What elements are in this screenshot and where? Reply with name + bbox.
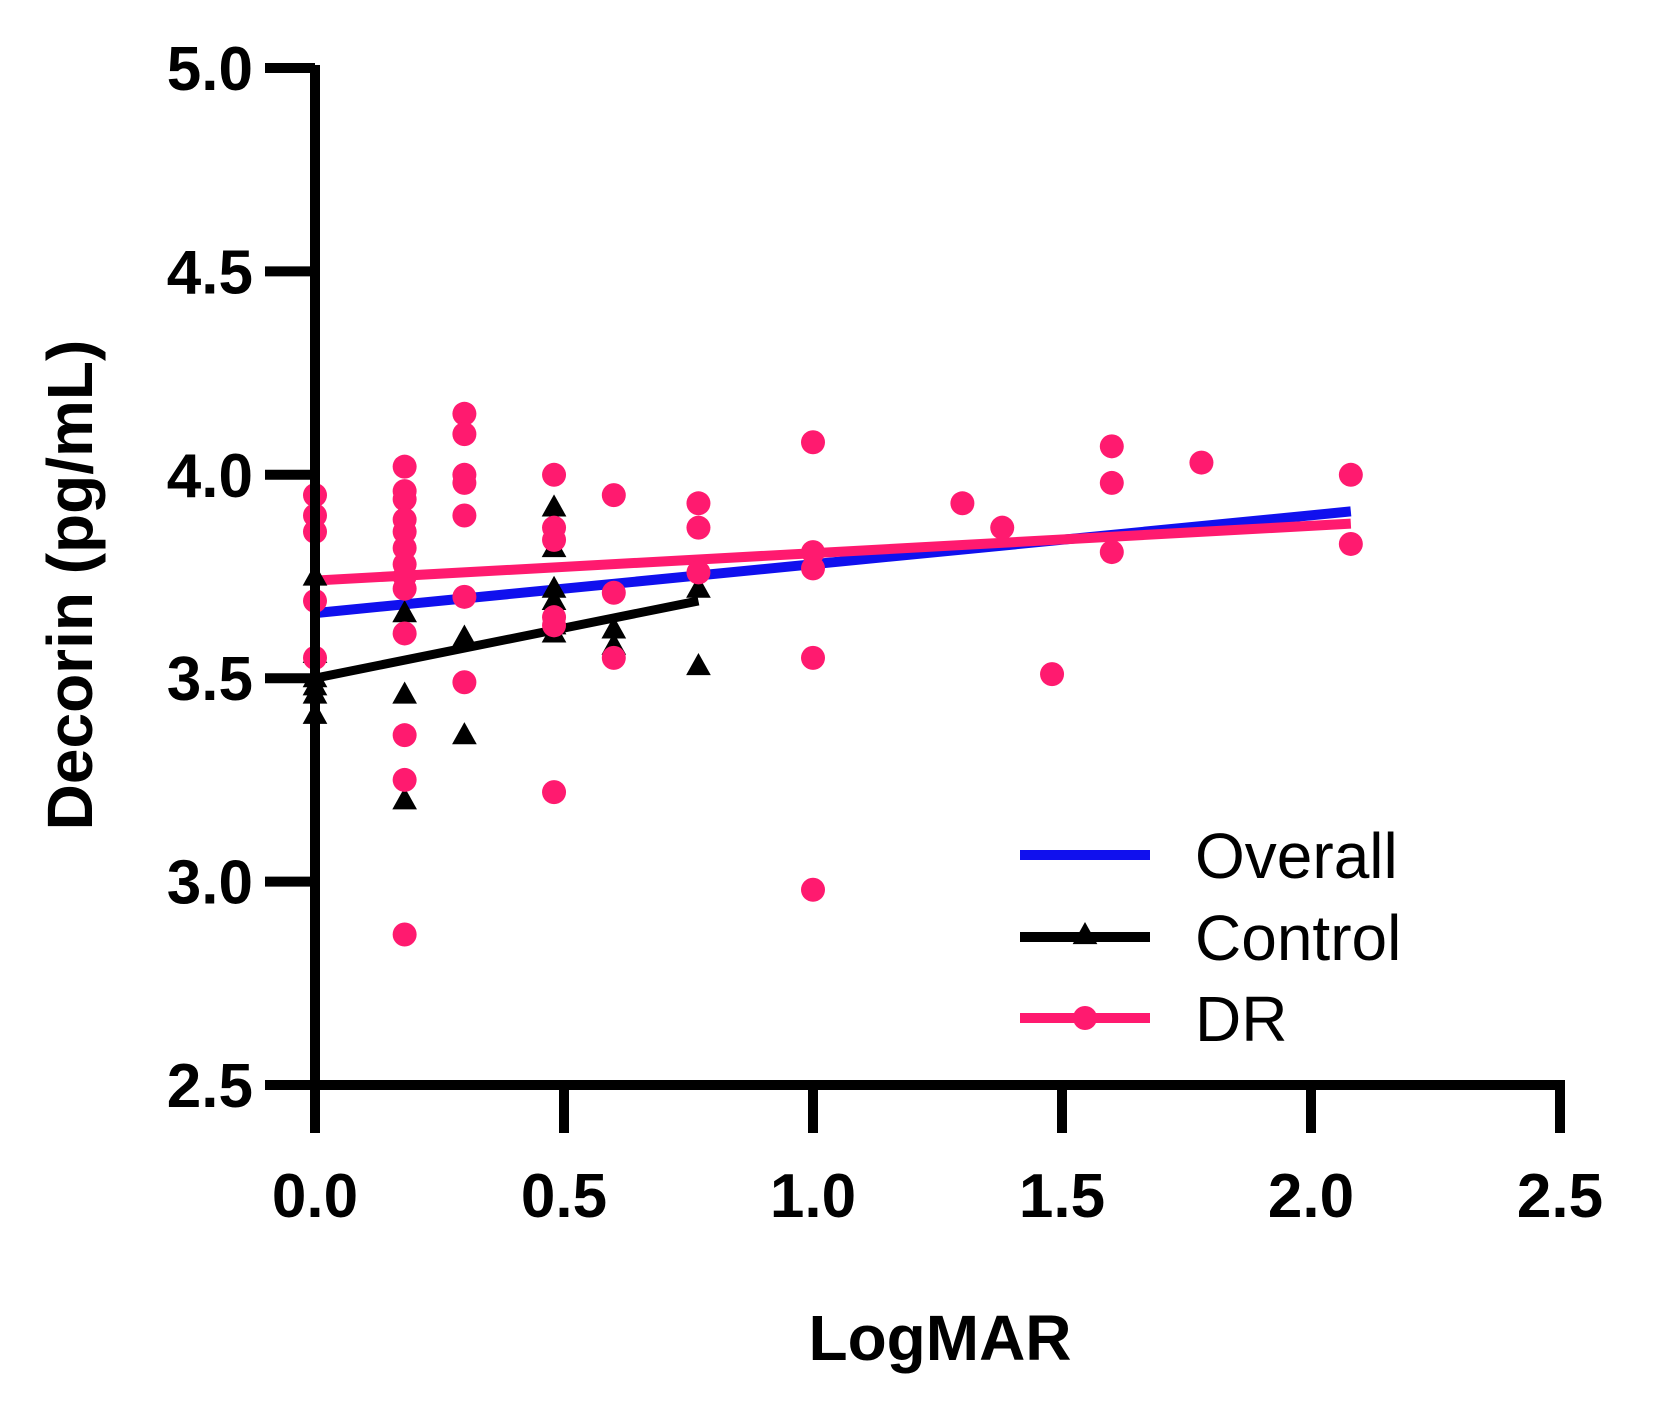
x-tick-label: 0.5 [521, 1162, 607, 1231]
point-control [392, 681, 417, 704]
y-tick-label: 2.5 [167, 1052, 253, 1121]
legend-marker-dr [1073, 1006, 1097, 1030]
legend-label-overall: Overall [1195, 820, 1398, 892]
point-dr [950, 491, 975, 516]
point-dr [990, 515, 1015, 540]
point-dr [392, 922, 417, 947]
point-dr [801, 877, 825, 902]
point-dr [1099, 540, 1124, 565]
point-control [392, 787, 417, 810]
point-control [601, 616, 627, 639]
point-dr [1189, 450, 1214, 475]
point-dr [452, 422, 477, 447]
point-dr [686, 491, 711, 516]
point-dr [452, 670, 477, 695]
point-control [392, 600, 417, 623]
point-dr [392, 621, 417, 646]
legend-label-dr: DR [1195, 983, 1287, 1055]
point-control [452, 722, 477, 745]
point-dr [686, 560, 711, 585]
point-dr [1338, 531, 1363, 556]
point-dr [542, 462, 567, 487]
point-dr [1338, 462, 1363, 487]
y-tick-label: 4.5 [167, 238, 253, 307]
x-tick-label: 2.0 [1268, 1162, 1354, 1231]
legend-marker-control [1072, 922, 1098, 945]
x-tick-label: 2.5 [1517, 1162, 1603, 1231]
x-tick-label: 1.0 [770, 1162, 856, 1231]
point-dr [392, 487, 417, 512]
x-tick-label: 1.5 [1019, 1162, 1105, 1231]
point-dr [392, 723, 417, 748]
legend-label-control: Control [1195, 902, 1401, 974]
point-dr [452, 503, 477, 528]
fit-line-control [314, 596, 700, 683]
fit-lines-layer [314, 506, 1352, 683]
point-control [541, 494, 567, 517]
point-dr [601, 645, 626, 670]
point-control [452, 624, 477, 647]
point-dr [601, 483, 626, 508]
point-dr [1099, 470, 1124, 495]
point-dr [601, 580, 626, 605]
point-dr [452, 401, 477, 426]
point-dr [686, 515, 711, 540]
point-dr [452, 584, 477, 609]
point-control [541, 587, 567, 611]
point-dr [542, 613, 567, 638]
point-control [541, 575, 567, 598]
y-tick-label: 3.5 [167, 645, 253, 714]
point-dr [801, 430, 825, 455]
y-tick-label: 5.0 [167, 35, 253, 104]
x-axis-title: LogMAR [808, 1302, 1071, 1374]
axes-layer: 2.5 3.0 3.5 4.0 4.5 5.0 0.0 0.5 1.0 1.5 2.0 2.5 [167, 35, 1603, 1231]
x-tick-label: 0.0 [272, 1162, 358, 1231]
data-points-layer [302, 401, 1363, 947]
point-dr [542, 527, 567, 552]
y-axis-title: Decorin (pg/mL) [34, 340, 106, 831]
point-dr [392, 454, 417, 479]
point-control [686, 652, 711, 676]
legend: Overall Control DR [1020, 820, 1401, 1055]
point-dr [1040, 662, 1065, 687]
point-dr [801, 556, 825, 581]
point-dr [801, 645, 825, 670]
point-dr [542, 780, 567, 805]
y-tick-label: 4.0 [167, 442, 253, 511]
y-tick-label: 3.0 [167, 849, 253, 918]
point-control [686, 575, 711, 598]
point-dr [1099, 434, 1124, 459]
point-dr [392, 576, 417, 601]
point-dr [392, 767, 417, 792]
point-dr [452, 470, 477, 495]
fit-line-dr [314, 518, 1352, 586]
